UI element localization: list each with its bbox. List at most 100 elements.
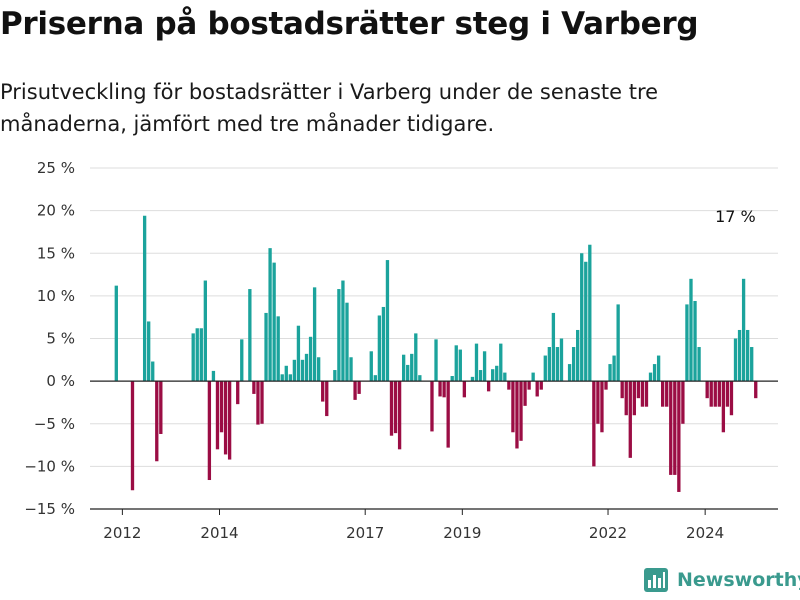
bar [195,328,199,382]
bar [754,381,758,399]
bar-chart-logo-icon [644,568,668,592]
bar [252,381,256,394]
bar [219,381,224,433]
y-tick-label: −10 % [24,457,75,475]
bar [733,338,738,382]
bar [737,329,742,382]
bar [608,364,612,382]
bar [147,321,151,382]
y-tick-label: −5 % [34,415,75,433]
bar [458,349,462,382]
bar [434,339,438,382]
bar [151,361,155,382]
bar [705,381,709,399]
last-value-label: 17 % [715,207,756,226]
bar [377,315,382,382]
y-tick-label: 15 % [37,244,75,262]
bar [685,304,689,382]
bar [215,381,220,450]
bar [499,343,503,382]
bar [272,262,276,382]
bar [604,381,608,390]
bar [199,328,203,382]
bar [620,381,624,399]
bar [130,381,135,491]
bar [410,353,414,382]
bar [418,375,422,382]
bar [486,381,491,392]
bar [648,372,653,382]
bar [325,381,329,417]
bar [349,357,353,382]
bar [207,381,212,481]
bar [511,381,515,433]
bar [677,381,681,492]
y-tick-label: 10 % [37,287,75,305]
bar [341,280,345,382]
bar [438,381,442,397]
bar [236,381,240,405]
bar [353,381,357,400]
bar [652,364,657,382]
bar [580,253,584,382]
bar [576,329,580,382]
bar [713,381,717,407]
bar [381,306,386,382]
bar [292,359,297,382]
bar [592,381,596,467]
bar [689,278,693,382]
bar [709,381,713,407]
bar [745,329,750,382]
bar [385,260,390,382]
x-tick-label: 2017 [346,524,384,542]
bar [567,364,572,382]
bar [741,278,746,382]
y-tick-label: 0 % [46,372,75,390]
bar [551,312,556,382]
bar [531,372,535,382]
bar [430,381,434,432]
bar [750,347,754,382]
bar [312,287,317,382]
x-tick-label: 2022 [589,524,627,542]
bar [227,381,232,460]
bar [535,381,539,397]
bar [284,365,288,382]
bar [401,354,406,382]
bar [256,381,260,425]
bar [203,280,208,382]
bar [571,347,576,382]
bar [260,381,264,424]
bar [584,261,588,382]
bar [155,381,159,462]
bar [142,215,147,382]
bar [669,381,673,475]
chart-title: Priserna på bostadsrätter steg i Varberg [0,6,699,42]
bar [288,374,292,382]
bar [539,381,543,390]
bar [673,381,677,475]
bar [470,376,475,382]
x-tick-label: 2014 [200,524,238,542]
x-axis: 2012 2014 2017 2019 2022 2024 [90,380,778,542]
bar [308,336,313,382]
bar [446,381,450,448]
bar [369,351,373,382]
bar [316,357,321,382]
bar [640,381,645,407]
bar [665,381,669,407]
bar [721,381,726,433]
bar [507,381,511,390]
bar [240,339,244,382]
bar [211,370,216,382]
annotations: 17 % [715,207,756,226]
bar [276,316,280,382]
bar [333,370,337,382]
bar-chart: −15 % −10 % −5 % 0 % 5 % 10 % 15 % 20 % 25 % 201… [24,159,778,542]
bar [406,364,410,382]
bar [693,300,697,382]
bar [632,381,636,416]
bar [503,372,507,382]
bar [681,381,685,424]
bar [345,302,349,382]
